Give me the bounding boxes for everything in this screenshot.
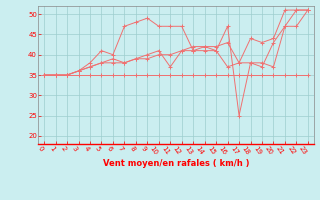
X-axis label: Vent moyen/en rafales ( km/h ): Vent moyen/en rafales ( km/h ) [103,159,249,168]
